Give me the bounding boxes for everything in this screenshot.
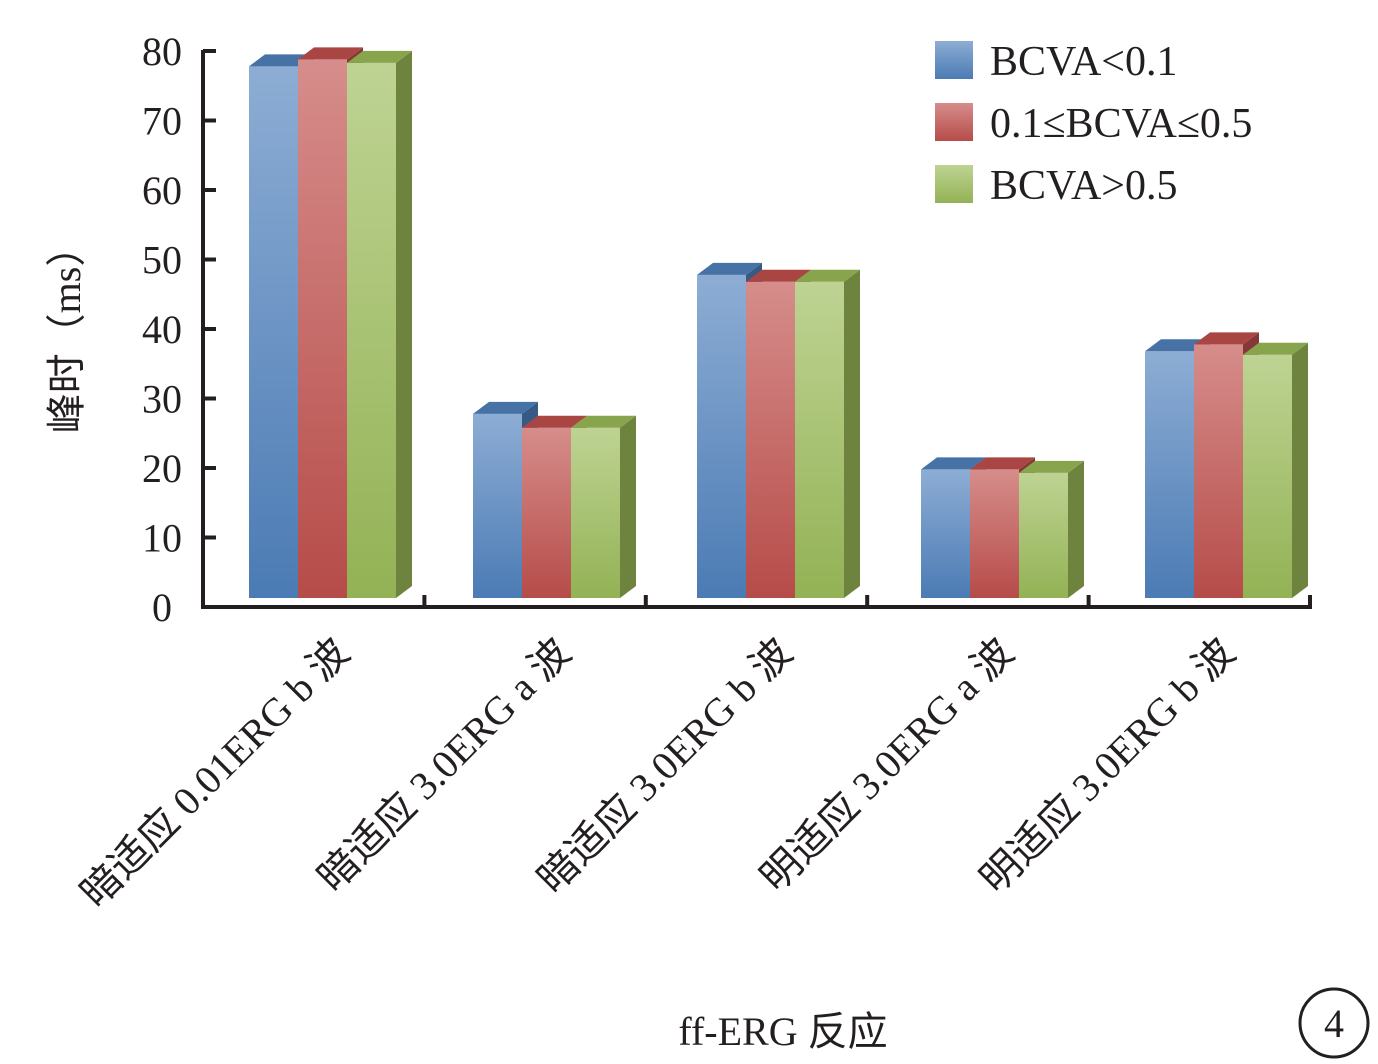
bar-top <box>697 262 762 275</box>
figure-number: 4 <box>1324 1001 1344 1046</box>
bar-front <box>1145 351 1194 598</box>
bar-bcva-0.5-5 <box>1243 342 1308 598</box>
legend-label: 0.1≤BCVA≤0.5 <box>990 101 1252 147</box>
bar-side <box>844 269 860 598</box>
bar-front <box>347 62 396 599</box>
legend-label: BCVA>0.5 <box>990 163 1177 209</box>
bar-bcva-0.5-2 <box>571 415 636 598</box>
bar-front <box>921 469 970 598</box>
bar-side <box>1068 460 1084 598</box>
legend-item-bcva-0.5: BCVA>0.5 <box>935 163 1177 209</box>
bar-bcva-0.5-1 <box>347 50 412 599</box>
bar-front <box>697 274 746 598</box>
bar-front <box>571 427 620 598</box>
y-tick-label: 10 <box>142 516 182 561</box>
legend-swatch <box>935 103 973 141</box>
bar-front <box>970 469 1019 598</box>
bar-front <box>1194 344 1243 598</box>
bar-top <box>522 415 587 428</box>
bar-top <box>1145 339 1210 352</box>
bar-front <box>522 427 571 598</box>
y-tick-label: 40 <box>142 307 182 352</box>
bar-top <box>298 47 363 60</box>
bars-layer <box>249 47 1308 599</box>
legend-label: BCVA<0.1 <box>990 39 1177 85</box>
y-tick-label: 50 <box>142 238 182 283</box>
legend-item-bcva-0.1: BCVA<0.1 <box>935 39 1177 85</box>
figure-number-badge: 4 <box>1298 987 1370 1059</box>
bar-front <box>473 413 522 598</box>
y-tick-label: 60 <box>142 168 182 213</box>
y-tick-label: 0 <box>152 585 172 630</box>
bar-top <box>1019 460 1084 473</box>
bar-top <box>1194 332 1259 345</box>
bar-front <box>795 281 844 598</box>
bar-front <box>249 66 298 598</box>
y-tick-label: 20 <box>142 446 182 491</box>
bar-front <box>1019 472 1068 598</box>
bar-side <box>620 415 636 598</box>
y-tick-label: 70 <box>142 99 182 144</box>
bar-top <box>970 457 1035 470</box>
bar-top <box>921 457 986 470</box>
legend-swatch <box>935 165 973 203</box>
bar-front <box>298 59 347 598</box>
bar-bcva-0.5-4 <box>1019 460 1084 598</box>
x-axis-title: ff-ERG 反应 <box>678 1009 887 1054</box>
bar-bcva-0.5-3 <box>795 269 860 598</box>
bar-top <box>746 269 811 282</box>
bar-top <box>1243 342 1308 355</box>
bar-front <box>1243 354 1292 598</box>
y-axis-title: 峰时（ms） <box>44 227 89 434</box>
bar-top <box>249 54 314 67</box>
bar-top <box>795 269 860 282</box>
y-tick-label: 30 <box>142 377 182 422</box>
bar-side <box>1292 342 1308 598</box>
y-tick-label: 80 <box>142 29 182 74</box>
legend-swatch <box>935 41 973 79</box>
bar-top <box>347 50 412 63</box>
bar-top <box>571 415 636 428</box>
bar-front <box>746 281 795 598</box>
bar-top <box>473 401 538 414</box>
legend: BCVA<0.1 0.1≤BCVA≤0.5 BCVA>0.5 <box>935 39 1252 209</box>
bar-side <box>396 50 412 599</box>
figure-number-circle <box>1298 987 1370 1059</box>
y-ticks: 0 10 20 30 40 50 60 70 80 <box>142 29 216 630</box>
legend-item-0.1-bcva-0.5: 0.1≤BCVA≤0.5 <box>935 101 1252 147</box>
